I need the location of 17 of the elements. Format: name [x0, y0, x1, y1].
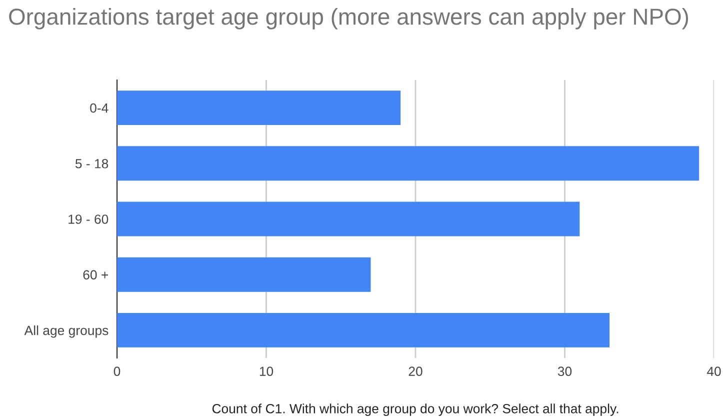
- y-tick-label: 0-4: [90, 103, 108, 113]
- x-axis-title: Count of C1. With which age group do you work? Select all that apply.: [212, 404, 618, 416]
- bar: [117, 257, 371, 292]
- x-tick-label: 10: [260, 366, 274, 376]
- y-tick-label: 19 - 60: [68, 214, 108, 224]
- chart-title: Organizations target age group (more answers can apply per NPO): [9, 8, 688, 30]
- bar: [117, 146, 700, 181]
- x-tick-label: 20: [408, 366, 422, 376]
- bar: [117, 202, 580, 236]
- x-tick-label: 40: [706, 366, 721, 376]
- bar: [117, 90, 401, 126]
- x-tick-label: 0: [114, 366, 120, 376]
- y-tick-label: 60 +: [83, 270, 108, 280]
- y-tick-label: 5 - 18: [75, 158, 108, 168]
- x-tick-label: 30: [558, 366, 572, 376]
- bar: [117, 312, 610, 348]
- y-tick-label: All age groups: [24, 325, 108, 338]
